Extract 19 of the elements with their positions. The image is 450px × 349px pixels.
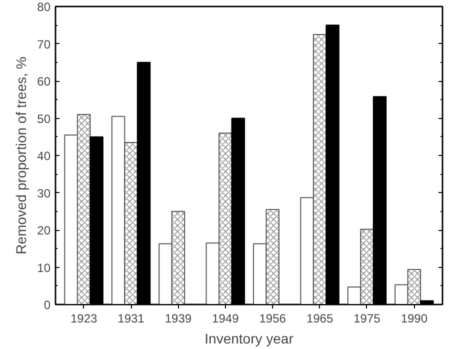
y-tick-label: 50 — [37, 112, 51, 126]
x-tick-label: 1990 — [400, 312, 428, 326]
y-tick-label: 40 — [37, 149, 51, 163]
x-tick-label: 1939 — [164, 312, 192, 326]
x-tick-label: 1975 — [354, 312, 381, 326]
x-axis-title: Inventory year — [204, 330, 294, 346]
y-axis-title: Removed proportion of trees, % — [13, 56, 30, 254]
y-tick-label: 80 — [37, 0, 51, 14]
x-tick-label: 1949 — [212, 312, 240, 326]
y-tick-label: 0 — [44, 298, 51, 312]
x-tick-label: 1931 — [118, 312, 145, 326]
y-tick-label: 30 — [37, 186, 51, 200]
x-tick-label: 1956 — [259, 312, 286, 326]
y-tick-label: 20 — [37, 224, 51, 238]
y-tick-label: 60 — [37, 74, 51, 88]
x-tick-label: 1923 — [70, 312, 98, 326]
y-tick-label: 10 — [37, 260, 51, 275]
y-tick-label: 70 — [37, 37, 51, 52]
x-tick-label: 1965 — [306, 312, 334, 326]
